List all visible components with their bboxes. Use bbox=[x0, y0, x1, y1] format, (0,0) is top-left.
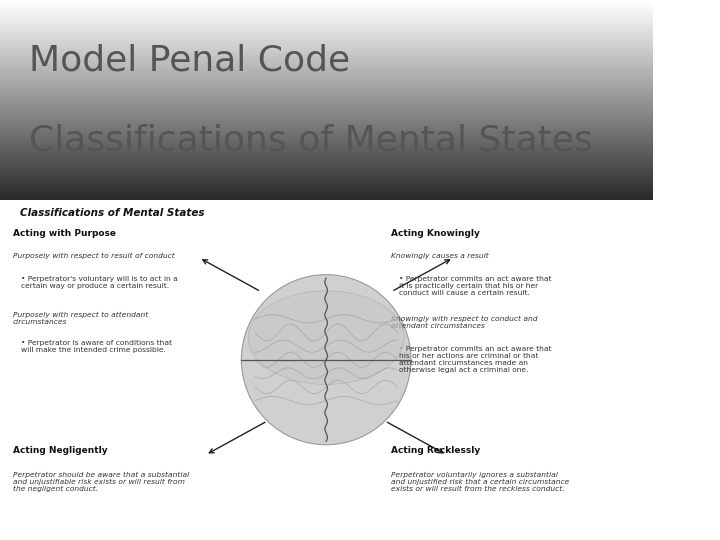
Text: Model Penal Code: Model Penal Code bbox=[30, 44, 351, 78]
Text: Perpetrator voluntarily ignores a substantial
and unjustified risk that a certai: Perpetrator voluntarily ignores a substa… bbox=[392, 472, 570, 492]
Text: • Perpetrator is aware of conditions that
will make the intended crime possible.: • Perpetrator is aware of conditions tha… bbox=[21, 340, 172, 353]
Text: Perpetrator should be aware that a substantial
and unjustifiable risk exists or : Perpetrator should be aware that a subst… bbox=[13, 472, 189, 492]
Text: Purposely with respect to result of conduct: Purposely with respect to result of cond… bbox=[13, 253, 175, 259]
Text: Acting Recklessly: Acting Recklessly bbox=[392, 447, 481, 455]
Text: Acting Negligently: Acting Negligently bbox=[13, 447, 108, 455]
Text: Classifications of Mental States: Classifications of Mental States bbox=[19, 208, 204, 218]
Text: • Perpetrator commits an act aware that
it is practically certain that his or he: • Perpetrator commits an act aware that … bbox=[399, 276, 552, 296]
Text: Acting with Purpose: Acting with Purpose bbox=[13, 229, 116, 238]
Text: Knowingly causes a result: Knowingly causes a result bbox=[392, 253, 489, 259]
Ellipse shape bbox=[241, 275, 411, 445]
Text: Purposely with respect to attendant
circumstances: Purposely with respect to attendant circ… bbox=[13, 312, 148, 325]
Ellipse shape bbox=[248, 291, 404, 384]
Text: Classifications of Mental States: Classifications of Mental States bbox=[30, 124, 593, 158]
Text: Knowingly with respect to conduct and
attendant circumstances: Knowingly with respect to conduct and at… bbox=[392, 315, 538, 328]
Text: Acting Knowingly: Acting Knowingly bbox=[392, 229, 480, 238]
Text: • Perpetrator's voluntary will is to act in a
certain way or produce a certain r: • Perpetrator's voluntary will is to act… bbox=[21, 276, 178, 289]
Text: • Perpetrator commits an act aware that
his or her actions are criminal or that
: • Perpetrator commits an act aware that … bbox=[399, 346, 552, 373]
